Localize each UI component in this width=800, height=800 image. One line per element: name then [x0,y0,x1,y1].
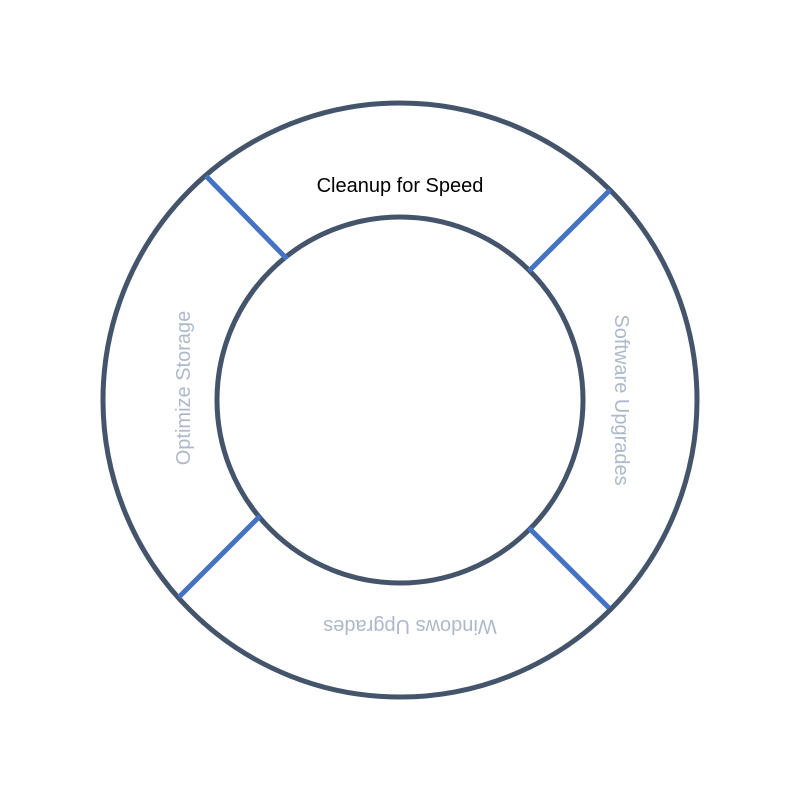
divider-bottom-left [177,514,262,599]
outer-ring [100,100,700,700]
inner-ring [214,214,586,586]
segment-label-left: Optimize Storage [173,311,195,466]
divider-bottom-right [527,526,611,610]
segment-label-bottom: Windows Upgrades [323,615,496,637]
segment-label-right: Software Upgrades [610,314,632,485]
divider-top-left [204,174,289,261]
segment-label-top: Cleanup for Speed [317,175,484,197]
divider-top-right [527,188,612,273]
